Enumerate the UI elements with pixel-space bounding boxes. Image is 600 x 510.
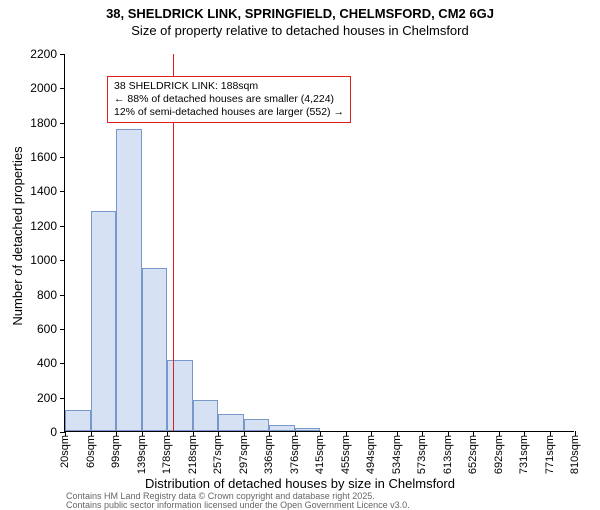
xtick-label: 652sqm <box>467 435 479 474</box>
xtick-label: 99sqm <box>110 435 122 468</box>
histogram-bar <box>295 428 321 431</box>
ytick-mark <box>60 295 65 296</box>
histogram-bar <box>91 211 117 431</box>
histogram-bar <box>167 360 193 431</box>
annotation-line-1: ← 88% of detached houses are smaller (4,… <box>114 93 344 106</box>
xtick-label: 613sqm <box>442 435 454 474</box>
xtick-label: 455sqm <box>340 435 352 474</box>
ytick-label: 0 <box>50 425 57 439</box>
xtick-label: 692sqm <box>493 435 505 474</box>
chart-title-sub: Size of property relative to detached ho… <box>0 23 600 38</box>
annotation-line-2: 12% of semi-detached houses are larger (… <box>114 106 344 119</box>
xtick-label: 376sqm <box>289 435 301 474</box>
xtick-label: 297sqm <box>238 435 250 474</box>
ytick-mark <box>60 260 65 261</box>
xtick-label: 60sqm <box>85 435 97 468</box>
histogram-bar <box>116 129 142 431</box>
footer-line-2: Contains public sector information licen… <box>66 501 410 510</box>
ytick-mark <box>60 191 65 192</box>
xtick-label: 534sqm <box>391 435 403 474</box>
plot-area: 0200400600800100012001400160018002000220… <box>64 54 574 432</box>
ytick-label: 200 <box>37 391 57 405</box>
histogram-bar <box>65 410 91 431</box>
xtick-label: 731sqm <box>518 435 530 474</box>
ytick-label: 2000 <box>30 81 57 95</box>
ytick-mark <box>60 363 65 364</box>
xtick-label: 139sqm <box>136 435 148 474</box>
plot-container: 0200400600800100012001400160018002000220… <box>64 54 574 432</box>
ytick-label: 800 <box>37 288 57 302</box>
annotation-box: 38 SHELDRICK LINK: 188sqm← 88% of detach… <box>107 76 351 123</box>
xtick-label: 218sqm <box>187 435 199 474</box>
annotation-title: 38 SHELDRICK LINK: 188sqm <box>114 80 344 93</box>
footer-credits: Contains HM Land Registry data © Crown c… <box>66 492 410 510</box>
ytick-label: 1400 <box>30 184 57 198</box>
ytick-mark <box>60 157 65 158</box>
ytick-label: 1800 <box>30 116 57 130</box>
xtick-label: 415sqm <box>314 435 326 474</box>
ytick-mark <box>60 123 65 124</box>
ytick-mark <box>60 226 65 227</box>
ytick-mark <box>60 88 65 89</box>
ytick-label: 600 <box>37 322 57 336</box>
ytick-mark <box>60 398 65 399</box>
ytick-label: 400 <box>37 356 57 370</box>
xtick-label: 178sqm <box>161 435 173 474</box>
chart-title-main: 38, SHELDRICK LINK, SPRINGFIELD, CHELMSF… <box>0 6 600 21</box>
ytick-label: 1600 <box>30 150 57 164</box>
histogram-bar <box>244 419 270 431</box>
y-axis-label: Number of detached properties <box>10 146 25 325</box>
ytick-mark <box>60 54 65 55</box>
histogram-bar <box>269 425 295 431</box>
xtick-label: 810sqm <box>569 435 581 474</box>
histogram-bar <box>193 400 219 431</box>
xtick-label: 257sqm <box>212 435 224 474</box>
ytick-mark <box>60 329 65 330</box>
xtick-label: 573sqm <box>416 435 428 474</box>
ytick-label: 1200 <box>30 219 57 233</box>
x-axis-label: Distribution of detached houses by size … <box>0 476 600 491</box>
xtick-label: 771sqm <box>544 435 556 474</box>
xtick-label: 494sqm <box>365 435 377 474</box>
ytick-label: 2200 <box>30 47 57 61</box>
ytick-label: 1000 <box>30 253 57 267</box>
xtick-label: 20sqm <box>59 435 71 468</box>
histogram-bar <box>218 414 244 431</box>
xtick-label: 336sqm <box>263 435 275 474</box>
histogram-bar <box>142 268 168 431</box>
